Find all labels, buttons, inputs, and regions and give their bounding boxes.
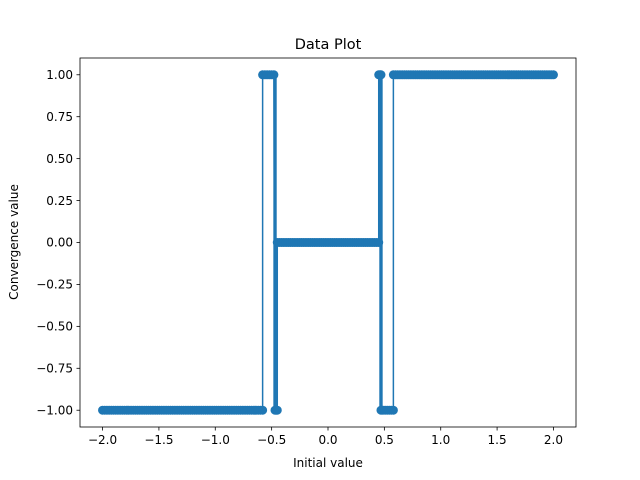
data-point [388, 405, 398, 415]
x-tick-label: 2.0 [544, 433, 563, 447]
y-tick-label: −1.00 [36, 403, 73, 417]
data-point [269, 70, 279, 80]
x-tick-label: −2.0 [88, 433, 117, 447]
x-tick-label: −1.0 [201, 433, 230, 447]
y-tick-label: 0.25 [46, 194, 73, 208]
axes-frame [79, 57, 577, 428]
x-tick-label: 0.0 [318, 433, 337, 447]
x-axis-label: Initial value [293, 456, 363, 470]
data-point [548, 70, 558, 80]
y-axis-ticks: −1.00 −0.75 −0.50 −0.25 0.00 0.25 0.50 0.75 1.00 [36, 68, 80, 417]
data-point [376, 70, 386, 80]
x-tick-label: 1.5 [488, 433, 507, 447]
x-tick-label: −1.5 [144, 433, 173, 447]
x-tick-label: 0.5 [375, 433, 394, 447]
y-tick-label: 1.00 [46, 68, 73, 82]
x-axis-ticks: −2.0 −1.5 −1.0 −0.5 0.0 0.5 1.0 1.5 2.0 [88, 427, 563, 447]
data-point [258, 405, 268, 415]
chart-title: Data Plot [295, 37, 362, 53]
y-axis-label: Convergence value [7, 184, 21, 300]
data-point [272, 405, 282, 415]
y-tick-label: −0.25 [36, 278, 73, 292]
y-tick-label: 0.75 [46, 110, 73, 124]
y-tick-label: 0.00 [46, 236, 73, 250]
y-tick-label: −0.50 [36, 320, 73, 334]
y-tick-label: −0.75 [36, 361, 73, 375]
y-tick-label: 0.50 [46, 152, 73, 166]
data-point [374, 238, 384, 247]
x-tick-label: −0.5 [257, 433, 286, 447]
plot-area [98, 70, 558, 415]
x-tick-label: 1.0 [431, 433, 450, 447]
